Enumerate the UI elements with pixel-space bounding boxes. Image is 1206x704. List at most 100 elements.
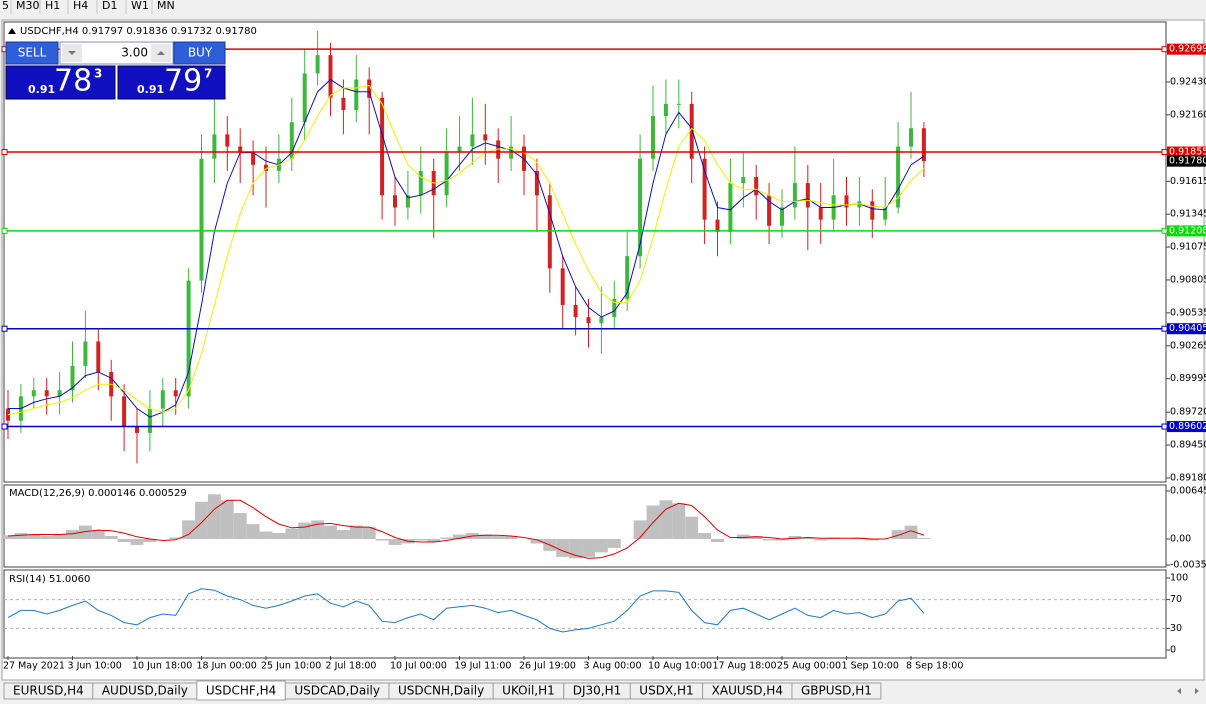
- macd-bar: [478, 534, 492, 540]
- y-tick-label: 0.91615: [1170, 176, 1206, 187]
- macd-bar: [736, 534, 750, 540]
- candle-body: [470, 134, 475, 147]
- level-handle[interactable]: [1161, 325, 1168, 332]
- candle-body: [844, 195, 849, 208]
- sell-button[interactable]: [5, 41, 59, 65]
- bid-prefix: 0.91: [28, 83, 55, 96]
- candle-body: [315, 55, 320, 74]
- ask-box[interactable]: [117, 65, 226, 100]
- macd-bar: [169, 537, 183, 540]
- x-tick-label: 3 Jun 10:00: [68, 661, 122, 672]
- collapse-icon[interactable]: [8, 28, 16, 34]
- tab-label: GBPUSD,H1: [801, 684, 872, 698]
- candle-body: [96, 341, 101, 372]
- candle-body: [921, 128, 926, 162]
- y-tick-label: 0.91075: [1170, 242, 1206, 253]
- timeframe-button[interactable]: M30: [16, 0, 40, 12]
- timeframe-button[interactable]: D1: [102, 0, 117, 12]
- level-label-bg: [1167, 155, 1206, 167]
- ask-small: 7: [204, 67, 212, 81]
- candle-body: [302, 73, 307, 123]
- candle-body: [225, 134, 230, 147]
- macd-bar: [298, 522, 312, 540]
- candle-body: [354, 79, 359, 110]
- level-label: 0.90405: [1169, 323, 1206, 334]
- y-tick-label: 0.00: [1170, 534, 1191, 545]
- rsi-pane: [3, 569, 1167, 659]
- candle-body: [805, 183, 810, 208]
- level-handle[interactable]: [1, 149, 8, 156]
- macd-bar: [440, 537, 454, 540]
- macd-bar: [14, 533, 28, 540]
- candle-body: [212, 134, 217, 159]
- candle-body: [289, 122, 294, 159]
- tab[interactable]: [791, 682, 882, 700]
- x-tick-label: 10 Jun 18:00: [132, 661, 192, 672]
- toolbar: [0, 0, 1206, 18]
- candle-body: [70, 365, 75, 391]
- macd-bar: [117, 539, 131, 542]
- y-tick-label: 70: [1170, 594, 1182, 605]
- tab-label: USDCHF,H4: [206, 684, 276, 698]
- bid-box[interactable]: [5, 65, 116, 100]
- candle-body: [199, 158, 204, 281]
- macd-bar: [788, 536, 802, 540]
- level-handle[interactable]: [1, 227, 8, 234]
- timeframe-button[interactable]: 5: [2, 0, 9, 12]
- rsi-header: RSI(14) 51.0060: [9, 574, 90, 585]
- timeframe-button[interactable]: W1: [131, 0, 149, 12]
- signal-line: [7, 499, 925, 559]
- candle-body: [702, 158, 707, 220]
- candle-body: [534, 170, 539, 196]
- level-handle[interactable]: [1161, 227, 1168, 234]
- level-label-bg: [1167, 323, 1206, 335]
- tab-label: USDX,H1: [639, 684, 693, 698]
- candle-body: [651, 116, 655, 159]
- x-tick-label: 10 Jul 00:00: [390, 661, 447, 672]
- candle-body: [857, 201, 862, 208]
- timeframe-button[interactable]: H1: [45, 0, 60, 12]
- macd-bar: [1, 535, 15, 540]
- level-handle[interactable]: [1161, 149, 1168, 156]
- candle-body: [792, 183, 797, 208]
- y-tick-label: 0.92430: [1170, 76, 1206, 87]
- tab-label: EURUSD,H4: [13, 684, 84, 698]
- candle-body: [896, 146, 901, 208]
- y-tick-label: 100: [1170, 572, 1188, 583]
- ask-big: 79: [164, 64, 202, 99]
- level-handle[interactable]: [1, 423, 8, 430]
- y-tick-label: 0.89450: [1170, 440, 1206, 451]
- macd-bar: [375, 539, 389, 541]
- moving-average: [7, 85, 925, 416]
- timeframe-button[interactable]: H4: [73, 0, 88, 12]
- macd-bar: [143, 539, 157, 542]
- candle-body: [586, 317, 591, 324]
- timeframe-button[interactable]: MN: [157, 0, 175, 12]
- candle-body: [6, 408, 10, 421]
- candle-body: [418, 170, 423, 196]
- macd-bar: [594, 539, 608, 553]
- candle-body: [31, 390, 36, 397]
- volume-input[interactable]: [59, 41, 174, 65]
- buy-button[interactable]: [173, 41, 226, 65]
- tab-label: XAUUSD,H4: [712, 684, 783, 698]
- candle-body: [870, 201, 875, 220]
- x-tick-label: 25 Jun 10:00: [261, 661, 321, 672]
- level-handle[interactable]: [1161, 46, 1168, 53]
- macd-bar: [246, 524, 260, 540]
- level-label-bg: [1167, 225, 1206, 237]
- candle-body: [44, 390, 49, 397]
- candle-body: [147, 408, 152, 433]
- candle-body: [186, 280, 191, 397]
- y-tick-label: -0.00350: [1170, 560, 1206, 571]
- macd-bar: [917, 537, 931, 540]
- y-tick-label: 0: [1170, 645, 1176, 656]
- macd-bar: [607, 539, 621, 548]
- candle-body: [160, 390, 165, 409]
- volume-value: 3.00: [121, 46, 148, 60]
- candle-body: [909, 128, 913, 147]
- chart-header: USDCHF,H4 0.91797 0.91836 0.91732 0.9178…: [20, 26, 257, 37]
- level-handle[interactable]: [1, 325, 8, 332]
- level-handle[interactable]: [1161, 423, 1168, 430]
